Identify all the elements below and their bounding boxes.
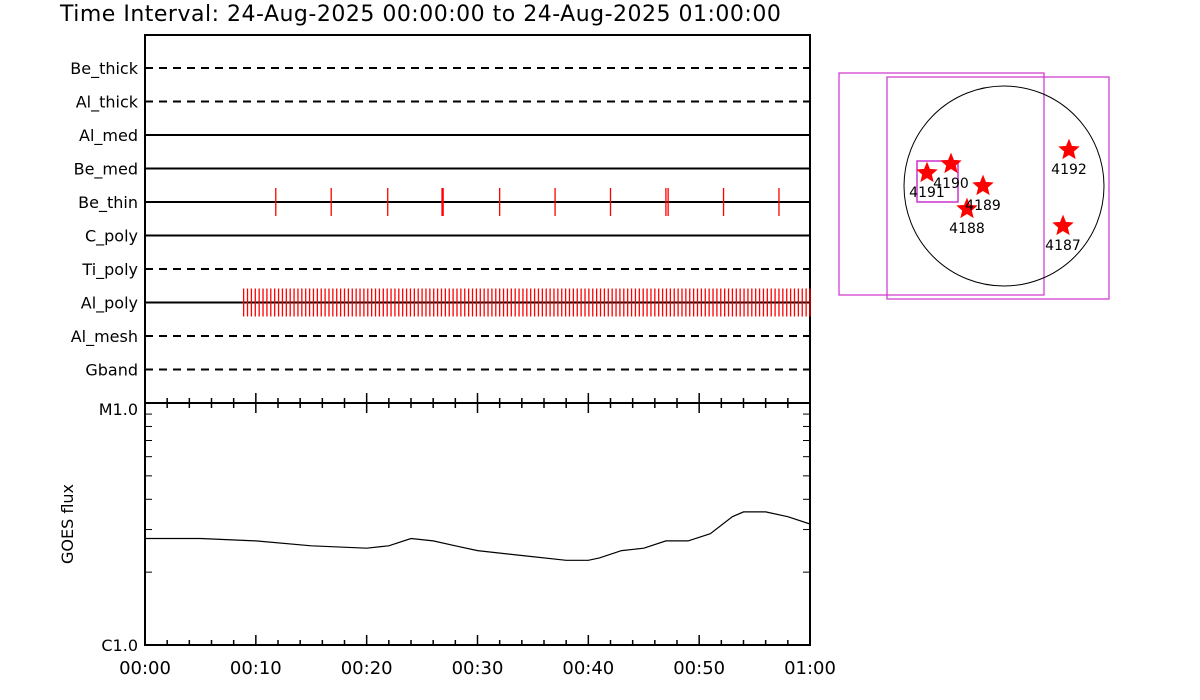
region-label: 4192 bbox=[1051, 162, 1087, 178]
region-star bbox=[972, 174, 994, 196]
x-tick-label: 00:20 bbox=[341, 658, 393, 679]
channel-label-ti_poly: Ti_poly bbox=[81, 260, 138, 280]
x-tick-label: 00:00 bbox=[119, 658, 171, 679]
region-label: 4191 bbox=[909, 185, 945, 201]
channel-label-al_thick: Al_thick bbox=[76, 93, 139, 113]
region-label: 4190 bbox=[933, 176, 969, 192]
channel-label-be_thin: Be_thin bbox=[78, 193, 138, 213]
timeline-frame bbox=[144, 34, 811, 404]
x-tick-label: 00:40 bbox=[562, 658, 614, 679]
goes-frame bbox=[144, 402, 811, 646]
region-star bbox=[1052, 214, 1074, 236]
region-star bbox=[940, 152, 962, 174]
channel-label-gband: Gband bbox=[85, 361, 138, 380]
channel-label-al_med: Al_med bbox=[79, 126, 138, 146]
x-tick-label: 00:50 bbox=[673, 658, 725, 679]
solar-disk bbox=[903, 85, 1105, 287]
y-tick-label-max: M1.0 bbox=[99, 400, 138, 419]
region-star bbox=[916, 161, 938, 183]
fov-box bbox=[886, 76, 1110, 300]
x-tick-label: 00:30 bbox=[452, 658, 504, 679]
goes-flux-panel: 00:00 00:10 00:20 00:30 00:40 00:50 01:00 C1.0 M… bbox=[58, 393, 836, 679]
channel-label-al_mesh: Al_mesh bbox=[71, 327, 138, 347]
chart-title: Time Interval: 24-Aug-2025 00:00:00 to 2… bbox=[60, 2, 782, 27]
region-star bbox=[1058, 138, 1080, 160]
channel-label-al_poly: Al_poly bbox=[81, 294, 138, 314]
channel-label-be_thick: Be_thick bbox=[70, 59, 138, 79]
y-axis-label: GOES flux bbox=[58, 484, 77, 564]
x-tick-label: 01:00 bbox=[784, 658, 836, 679]
event-timeline-panel: Be_thick Al_thick Al_med Be_med Be_thin C_pol… bbox=[70, 34, 811, 404]
x-tick-label: 00:10 bbox=[230, 658, 282, 679]
region-label: 4187 bbox=[1045, 238, 1081, 254]
region-star bbox=[956, 197, 978, 219]
goes-flux-line bbox=[145, 511, 811, 561]
region-label: 4188 bbox=[949, 221, 985, 237]
channel-label-be_med: Be_med bbox=[74, 160, 138, 180]
region-label: 4189 bbox=[965, 198, 1001, 214]
fov-box bbox=[838, 72, 1045, 296]
fov-box-small bbox=[916, 160, 959, 203]
channel-label-c_poly: C_poly bbox=[85, 227, 138, 247]
y-tick-label-min: C1.0 bbox=[101, 636, 138, 655]
